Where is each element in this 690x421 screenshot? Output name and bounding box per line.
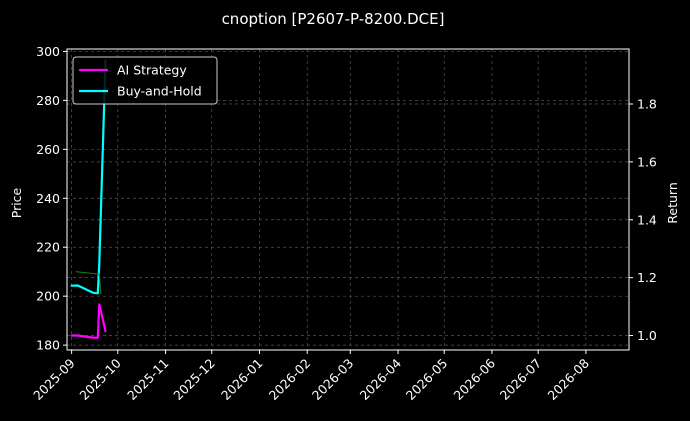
x-tick-label: 2025-09 [30, 355, 78, 403]
legend-label: Buy-and-Hold [117, 84, 202, 99]
x-tick-label: 2026-08 [544, 355, 592, 403]
y-right-tick-label: 1.6 [637, 154, 657, 169]
x-tick-label: 2025-12 [170, 356, 218, 404]
x-tick-label: 2025-10 [76, 355, 124, 403]
x-tick-label: 2026-06 [451, 355, 499, 403]
y-right-tick-label: 1.8 [637, 96, 657, 111]
y-axis-left-ticks: 180 200 220 240 260 280 300 [36, 44, 67, 353]
series-line-ai-strategy [70, 303, 107, 339]
y-axis-right-ticks: 1.0 1.2 1.4 1.6 1.8 [629, 96, 657, 343]
legend: AI Strategy Buy-and-Hold [72, 56, 218, 105]
x-tick-label: 2026-03 [309, 356, 357, 404]
x-tick-label: 2026-02 [266, 356, 314, 404]
y-left-tick-label: 200 [36, 289, 60, 304]
x-tick-label: 2026-07 [497, 356, 545, 404]
y-left-tick-label: 180 [36, 338, 60, 353]
y-right-tick-label: 1.4 [637, 212, 657, 227]
chart-title: cnoption [P2607-P-8200.DCE] [222, 10, 445, 28]
legend-box [72, 56, 218, 105]
x-tick-label: 2026-05 [403, 356, 451, 404]
x-tick-label: 2025-11 [124, 356, 172, 404]
y-left-tick-label: 220 [36, 240, 60, 255]
y-left-tick-label: 240 [36, 191, 60, 206]
y-left-tick-label: 260 [36, 142, 60, 157]
y-axis-right-label: Return [665, 182, 680, 223]
y-left-tick-label: 300 [36, 44, 60, 59]
y-left-tick-label: 280 [36, 93, 60, 108]
plot-frame [66, 48, 630, 351]
axes [66, 48, 630, 351]
x-tick-label: 2026-04 [357, 355, 405, 403]
series-line-buy-and-hold [70, 59, 107, 295]
y-right-tick-label: 1.2 [637, 270, 657, 285]
series-layer [70, 59, 107, 339]
y-axis-left-label: Price [9, 187, 24, 218]
price-series-line [75, 271, 102, 295]
legend-label: AI Strategy [117, 63, 187, 78]
x-tick-label: 2026-01 [218, 356, 266, 404]
y-right-tick-label: 1.0 [637, 328, 657, 343]
